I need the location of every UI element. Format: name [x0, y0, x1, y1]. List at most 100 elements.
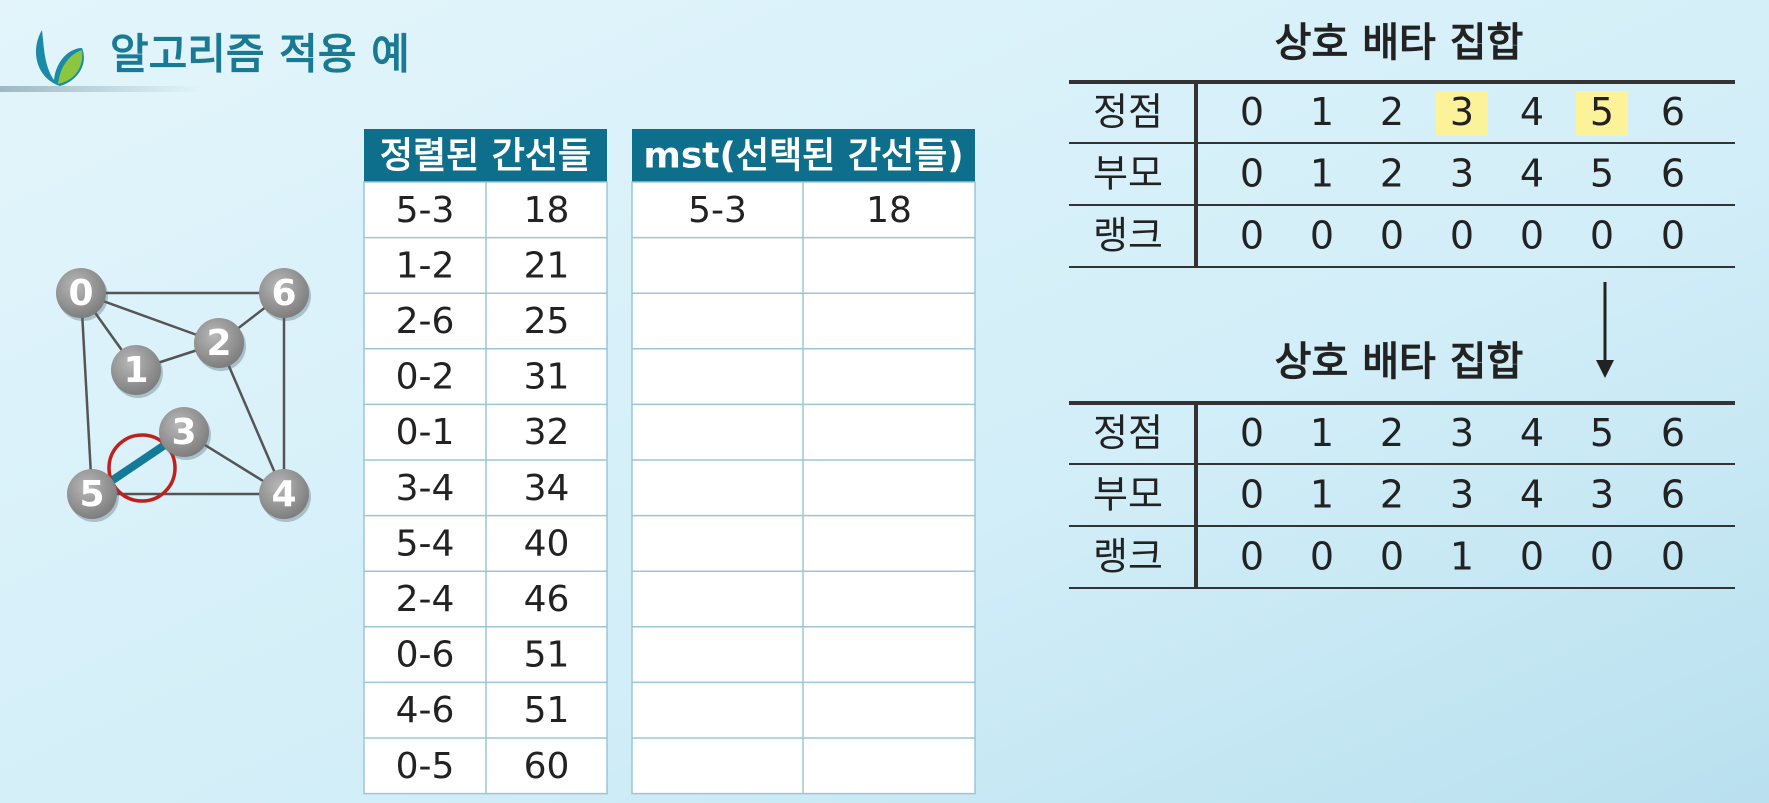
highlight-cell	[1436, 91, 1488, 136]
graph-node	[259, 469, 309, 519]
title-underline	[0, 86, 200, 92]
weight-cell: 18	[866, 190, 912, 231]
set-cell: 0	[1661, 535, 1685, 579]
set-cell: 3	[1450, 90, 1474, 134]
node-label: 5	[79, 474, 104, 515]
edge-cell: 5-3	[688, 190, 747, 231]
weight-cell: 46	[524, 579, 570, 620]
set-cell: 0	[1310, 214, 1334, 258]
highlight-circle	[107, 433, 177, 503]
edge-cell: 5-3	[396, 190, 455, 231]
set-cell: 0	[1240, 214, 1264, 258]
graph-node	[194, 318, 244, 368]
set-title: 상호 배타 집합	[1275, 20, 1524, 66]
arrow	[1596, 282, 1614, 378]
set-title: 상호 배타 집합	[1275, 339, 1524, 385]
edge-cell: 5-4	[396, 523, 455, 564]
edge-cell: 0-1	[396, 412, 455, 453]
graph-node	[67, 469, 117, 519]
table-header-text: mst(선택된 간선들)	[643, 136, 963, 177]
edge-cell: 1-2	[396, 245, 455, 286]
weight-cell: 60	[524, 746, 570, 787]
graph-node	[111, 345, 161, 395]
weight-cell: 31	[524, 357, 570, 398]
set-cell: 0	[1240, 90, 1264, 134]
graph-node	[159, 407, 209, 457]
row-label: 정점	[1093, 411, 1163, 455]
row-label: 정점	[1093, 90, 1163, 134]
set-cell: 0	[1520, 535, 1544, 579]
set-cell: 0	[1450, 214, 1474, 258]
node-label: 1	[123, 350, 148, 391]
set-cell: 0	[1310, 535, 1334, 579]
set-cell: 4	[1520, 90, 1544, 134]
set-cell: 0	[1240, 411, 1264, 455]
edge-cell: 2-4	[396, 579, 455, 620]
graph-node	[259, 268, 309, 318]
set-cell: 2	[1380, 411, 1404, 455]
set-cell: 1	[1310, 152, 1334, 196]
set-cell: 2	[1380, 152, 1404, 196]
set-cell: 0	[1240, 152, 1264, 196]
slide-title: 알고리즘 적용 예	[110, 30, 410, 79]
graph: 01 2 3 4 5 6	[56, 268, 311, 522]
edge	[217, 342, 286, 495]
edge-cell: 0-6	[396, 635, 455, 676]
set-cell: 4	[1520, 152, 1544, 196]
set-cell: 2	[1380, 90, 1404, 134]
set-cell: 0	[1590, 535, 1614, 579]
edge-cell: 0-5	[396, 746, 455, 787]
set-cell: 0	[1240, 473, 1264, 517]
set-cell: 6	[1661, 411, 1685, 455]
set-cell: 0	[1380, 214, 1404, 258]
edge-cell: 2-6	[396, 301, 455, 342]
set-cell: 4	[1520, 473, 1544, 517]
set-cell: 6	[1661, 152, 1685, 196]
edge	[79, 292, 94, 495]
arrow-head	[1596, 360, 1614, 378]
weight-cell: 25	[524, 301, 570, 342]
set-cell: 0	[1240, 535, 1264, 579]
row-label: 부모	[1093, 473, 1163, 517]
set-cell: 1	[1310, 473, 1334, 517]
weight-cell: 51	[524, 690, 570, 731]
table-header-text: 정렬된 간선들	[380, 136, 591, 177]
set-cell: 1	[1310, 90, 1334, 134]
edge-cell: 3-4	[396, 468, 455, 509]
weight-cell: 51	[524, 635, 570, 676]
node-label: 3	[171, 412, 196, 453]
set-cell: 1	[1310, 411, 1334, 455]
set-cell: 0	[1661, 214, 1685, 258]
node-label: 4	[271, 474, 296, 515]
set-cell: 5	[1590, 90, 1614, 134]
set-cell: 5	[1590, 152, 1614, 196]
row-label: 랭크	[1093, 535, 1163, 579]
weight-cell: 34	[524, 468, 570, 509]
set-cell: 3	[1450, 473, 1474, 517]
set-cell: 0	[1520, 214, 1544, 258]
highlight-cell	[1576, 91, 1628, 136]
set-cell: 2	[1380, 473, 1404, 517]
node-label: 0	[68, 273, 93, 314]
set-cell: 5	[1590, 411, 1614, 455]
weight-cell: 21	[524, 245, 570, 286]
set-cell: 1	[1450, 535, 1474, 579]
node-label: 2	[206, 323, 231, 364]
row-label: 랭크	[1093, 214, 1163, 258]
edge-cell: 4-6	[396, 690, 455, 731]
set-cell: 6	[1661, 90, 1685, 134]
set-cell: 3	[1590, 473, 1614, 517]
set-cell: 3	[1450, 152, 1474, 196]
set-cell: 6	[1661, 473, 1685, 517]
node-label: 6	[271, 273, 296, 314]
set-cell: 0	[1380, 535, 1404, 579]
set-cell: 4	[1520, 411, 1544, 455]
table-header	[632, 129, 975, 182]
set-cell: 0	[1590, 214, 1614, 258]
graph-node	[56, 268, 106, 318]
weight-cell: 40	[524, 523, 570, 564]
weight-cell: 18	[524, 190, 570, 231]
weight-cell: 32	[524, 412, 570, 453]
